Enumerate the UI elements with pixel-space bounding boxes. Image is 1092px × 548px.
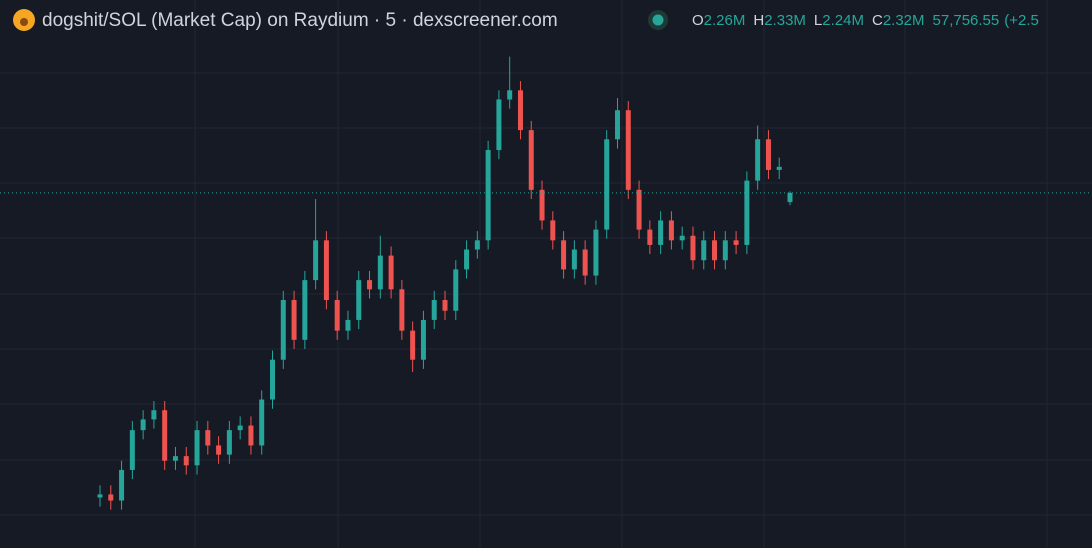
candle-body [270,359,275,400]
legend-key: C [872,12,883,29]
candle-body [151,410,157,420]
candle-body [625,110,631,190]
chart-title: dogshit/SOL (Market Cap) on Raydium · 5 … [42,10,558,31]
candle-body [345,319,351,331]
candle-body [367,280,373,290]
legend-change-pct: (+2.5 [1004,12,1039,29]
candle-body [722,240,728,261]
candle-body [119,469,125,501]
token-icon-detail [20,18,28,26]
candle-body [248,425,254,446]
candle-body [216,445,222,455]
candle-body [183,456,189,466]
candle-body [550,220,556,241]
legend-key: O [692,12,704,29]
candle-body [108,494,114,501]
candle-body [205,430,211,446]
candle-body [334,300,340,331]
candle-body [615,110,620,140]
candle-body [776,166,782,170]
candle-body [280,300,286,360]
candle-body [571,249,577,270]
legend-value: 2.32M [883,12,925,29]
candle-body [259,399,265,446]
candle-body [496,99,502,151]
candle-body [356,280,362,320]
candle-body [507,90,513,100]
legend-key: H [753,12,764,29]
legend-value: 2.24M [822,12,864,29]
status-dot [652,14,664,26]
candle-body [140,419,146,431]
header: dogshit/SOL (Market Cap) on Raydium · 5 … [13,9,1039,31]
candle-body [604,139,610,230]
legend-key: L [814,12,822,29]
candle-body [485,150,491,241]
candle-body [690,235,696,261]
candle-body [517,90,523,131]
candle-body [237,425,243,431]
candle-body [539,189,545,221]
candle-body [453,269,459,311]
candle-body [377,255,383,290]
candle-body [668,220,674,241]
candle-body [474,240,480,250]
candle-body [420,319,426,360]
candle-body [442,300,448,311]
candle-body [787,192,793,203]
candles [0,56,1092,510]
candle-body [712,240,718,261]
candle-body [679,235,685,241]
candle-body [593,229,599,276]
legend-value: 2.26M [704,12,746,29]
candle-body [226,430,232,455]
candle-body [388,255,394,290]
candle-body [97,494,103,498]
candle-body [194,430,200,466]
candle-body [464,249,470,270]
candle-body [755,139,761,181]
candle-body [765,139,771,170]
candle-body [302,280,308,340]
candle-body [162,410,168,461]
candle-body [172,456,178,461]
candle-body [313,240,319,281]
legend-change: 57,756.55 [933,12,1000,29]
candle-body [431,300,437,320]
candle-body [399,289,405,331]
candle-body [744,180,750,245]
candle-body [701,240,707,261]
candle-body [658,220,664,245]
candle-body [410,330,416,360]
candle-body [129,430,135,470]
candle-body [582,249,588,276]
candle-body [291,300,297,340]
candle-body [636,189,642,230]
candle-body [561,240,567,270]
legend-value: 2.33M [764,12,806,29]
candle-body [528,130,534,190]
candle-body [647,229,653,245]
candle-body [323,240,329,301]
candle-body [733,240,739,245]
